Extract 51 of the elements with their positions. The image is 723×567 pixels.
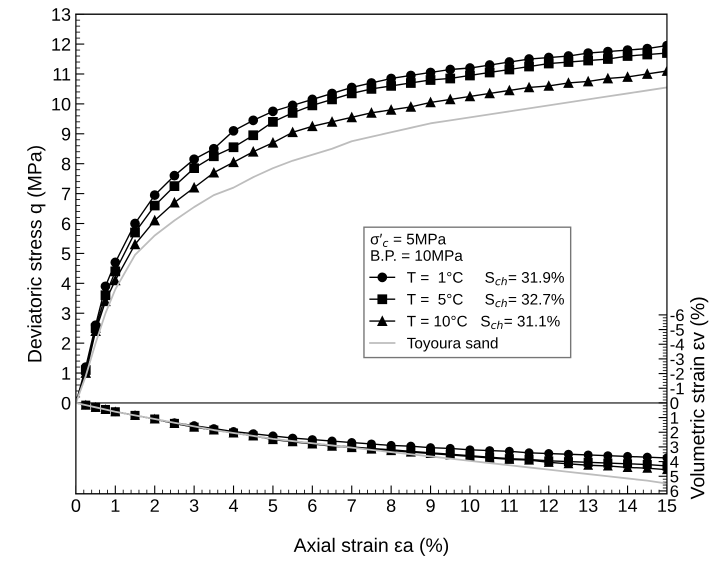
x-tick-label: 8 bbox=[386, 499, 396, 512]
x-tick-label: 6 bbox=[308, 499, 317, 512]
y2-tick-label: -3 bbox=[670, 353, 684, 366]
y-axis-title: Deviatoric stress q (MPa) bbox=[27, 146, 46, 362]
y2-tick-label: 0 bbox=[670, 397, 678, 410]
y2-tick-label: 3 bbox=[670, 441, 678, 454]
y-tick-label: 3 bbox=[62, 307, 70, 320]
x-tick-label: 15 bbox=[658, 499, 676, 512]
legend-label: T = 5°C S$_{ch}$= 32.7% bbox=[407, 294, 564, 308]
y2-tick-label: -1 bbox=[670, 382, 684, 394]
legend-label: T = 1°C S$_{ch}$= 31.9% bbox=[407, 272, 564, 286]
x-tick-label: 2 bbox=[150, 499, 159, 512]
y2-tick-label: 2 bbox=[670, 426, 678, 438]
y-tick-label: 11 bbox=[54, 68, 70, 81]
y2-axis-title: Volumetric strain εv (%) bbox=[690, 298, 708, 500]
x-tick-label: 12 bbox=[540, 499, 558, 512]
y2-tick-label: -4 bbox=[670, 338, 684, 350]
y-tick-label: 2 bbox=[62, 337, 70, 350]
y2-tick-label: -6 bbox=[670, 309, 684, 322]
legend-label: Toyoura sand bbox=[407, 337, 498, 352]
x-tick-label: 5 bbox=[268, 499, 278, 512]
y-tick-label: 8 bbox=[62, 158, 70, 170]
y-tick-label: 4 bbox=[61, 277, 71, 290]
x-tick-label: 7 bbox=[348, 499, 356, 512]
x-axis-title: Axial strain εa (%) bbox=[294, 538, 448, 556]
y-tick-label: 9 bbox=[62, 128, 70, 141]
x-tick-label: 4 bbox=[228, 499, 238, 512]
y2-tick-label: 5 bbox=[670, 470, 678, 482]
y2-tick-label: -5 bbox=[670, 324, 684, 336]
x-tick-label: 3 bbox=[190, 499, 198, 512]
y-tick-label: 1 bbox=[62, 367, 70, 380]
x-tick-label: 14 bbox=[618, 499, 638, 512]
y-tick-label: 5 bbox=[62, 248, 70, 260]
x-tick-label: 10 bbox=[461, 499, 480, 512]
y-tick-label: 6 bbox=[62, 217, 70, 230]
y-tick-label: 10 bbox=[52, 98, 70, 111]
legend-label: T = 10°C S$_{ch}$= 31.1% bbox=[407, 316, 560, 330]
y2-tick-label: 4 bbox=[670, 456, 679, 468]
x-tick-label: 11 bbox=[501, 499, 518, 512]
y2-tick-label: 6 bbox=[670, 485, 678, 498]
y2-tick-label: -2 bbox=[670, 368, 684, 380]
y-tick-label: 7 bbox=[62, 188, 70, 200]
legend-title: σ′$_{c}$ = 5MPa B.P. = 10MPa bbox=[370, 234, 463, 261]
y-tick-label: 13 bbox=[52, 8, 70, 21]
x-tick-label: 0 bbox=[72, 499, 80, 512]
x-tick-label: 1 bbox=[112, 499, 120, 512]
x-tick-label: 13 bbox=[579, 499, 598, 512]
y-tick-label: 0 bbox=[62, 396, 70, 410]
y2-tick-label: 1 bbox=[671, 412, 678, 424]
x-tick-label: 9 bbox=[426, 499, 435, 512]
y-tick-label: 12 bbox=[52, 38, 70, 51]
